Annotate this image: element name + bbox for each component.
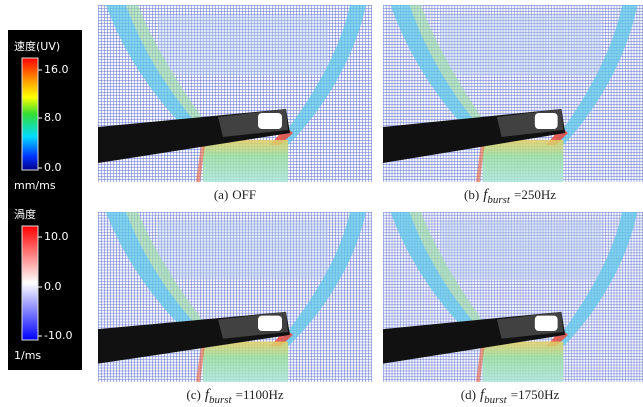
- colorbar-tick-label: 0.0: [44, 161, 62, 174]
- panel-caption: (c)fburst=1100Hz: [186, 387, 283, 406]
- colorbar-unit: 1/ms: [14, 349, 41, 362]
- flow-image: [383, 212, 643, 382]
- panel-caption: (d)fburst=1750Hz: [461, 387, 560, 406]
- caption-value: =250Hz: [514, 187, 556, 202]
- colorbar-tick-label: 16.0: [44, 63, 69, 76]
- colorbar-tick-label: 10.0: [44, 230, 69, 243]
- colorbar-tick-label: 0.0: [44, 280, 62, 293]
- colorbar-unit: mm/ms: [14, 179, 56, 192]
- caption-label: (c): [186, 387, 200, 402]
- caption-subscript: burst: [484, 394, 508, 406]
- panel-caption: (b)fburst=250Hz: [464, 187, 556, 206]
- vorticity-colorbar: [22, 226, 38, 340]
- caption-subscript: burst: [487, 194, 511, 206]
- colorbar-title: 速度(UV): [14, 39, 60, 53]
- colorbar-title: 渦度: [14, 207, 36, 221]
- caption-label: (b): [464, 187, 479, 202]
- figure: 速度(UV) 16.0 8.0 0.0 mm/ms 渦度 10.0 0.0 -10.01/ms (…: [0, 0, 643, 407]
- caption-label: (a): [214, 187, 228, 202]
- flow-image: [383, 5, 643, 182]
- velocity-colorbar: [22, 58, 38, 170]
- caption-label: (d): [461, 387, 476, 402]
- colorbar-tick-label: 8.0: [44, 111, 62, 124]
- flow-image: [98, 5, 372, 182]
- caption-subscript: burst: [209, 394, 233, 406]
- caption-value: OFF: [232, 187, 256, 202]
- caption-value: =1750Hz: [511, 387, 560, 402]
- caption-value: =1100Hz: [236, 387, 284, 402]
- flow-image: [98, 212, 372, 382]
- colorbar-tick-label: -10.0: [44, 329, 72, 342]
- colorbar-panel: [8, 30, 82, 370]
- panel-caption: (a) OFF: [214, 187, 256, 202]
